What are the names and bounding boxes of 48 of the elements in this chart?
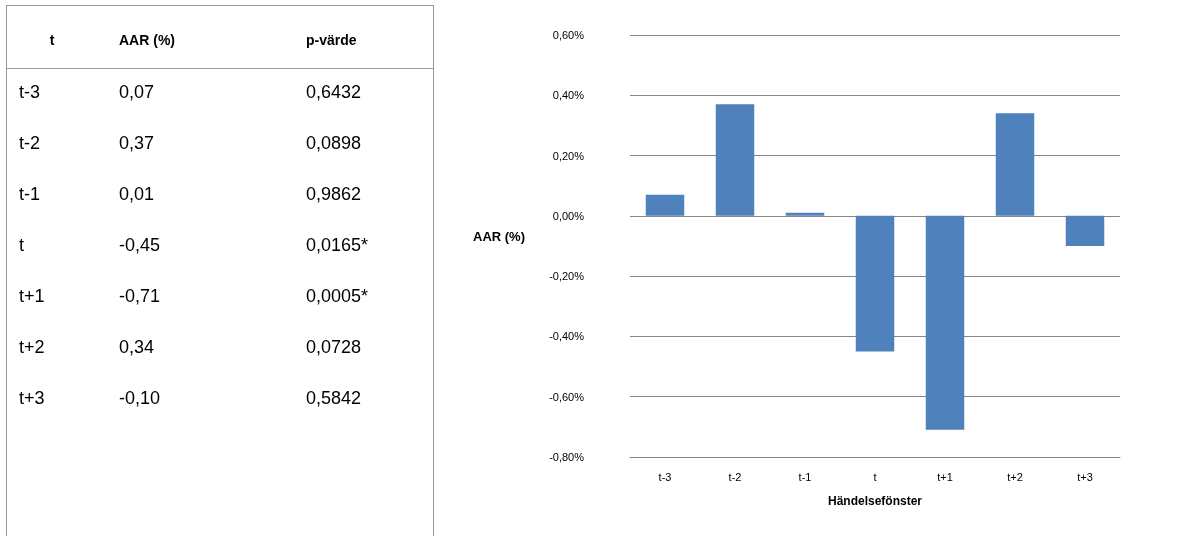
text: 0,6432 — [306, 82, 363, 103]
text: -0,45 — [119, 235, 162, 256]
y-tick-label: -0,80% — [549, 451, 585, 463]
y-tick-label: 0,00% — [552, 209, 585, 222]
text: AAR (%) — [119, 32, 176, 48]
text: t-3 — [19, 82, 41, 102]
text: 0,34 — [119, 337, 156, 358]
y-tick-label: -0,20% — [549, 270, 585, 283]
text: t — [19, 235, 25, 255]
x-tick-label: t+2 — [1007, 470, 1023, 483]
text: t-1 — [19, 184, 41, 204]
x-tick-label: t-2 — [728, 470, 742, 483]
bar — [995, 113, 1035, 216]
text: t+3 — [19, 388, 45, 408]
text: t — [48, 32, 56, 48]
y-tick-label: -0,40% — [549, 330, 585, 343]
text: t-2 — [19, 133, 41, 153]
bar — [925, 215, 965, 430]
y-tick-label: 0,40% — [552, 89, 585, 102]
text: t+1 — [19, 286, 45, 306]
text: 0,07 — [119, 82, 156, 103]
bar — [1065, 215, 1105, 246]
x-tick-label: t+1 — [937, 470, 953, 483]
x-axis-title: Händelsefönster — [827, 494, 923, 508]
x-tick-label: t-1 — [798, 470, 812, 483]
bar — [645, 194, 685, 216]
bar — [855, 215, 895, 352]
text: 0,5842 — [306, 388, 363, 409]
y-tick-label: 0,20% — [552, 149, 585, 162]
y-axis-title: AAR (%) — [473, 229, 525, 244]
text: -0,10 — [119, 388, 162, 409]
text: 0,9862 — [306, 184, 363, 205]
x-tick-label: t-3 — [658, 470, 672, 483]
text: t+2 — [19, 337, 45, 357]
bar — [715, 104, 755, 216]
text: 0,0005* — [306, 286, 370, 307]
text: -0,71 — [119, 286, 162, 307]
x-tick-label: t+3 — [1077, 470, 1093, 483]
text: 0,01 — [119, 184, 156, 205]
text: 0,37 — [119, 133, 156, 154]
text: p-värde — [306, 32, 358, 48]
y-tick-label: -0,60% — [549, 390, 585, 403]
text: 0,0728 — [306, 337, 363, 358]
bar — [785, 212, 825, 216]
y-tick-label: 0,60% — [552, 29, 585, 41]
text: 0,0165* — [306, 235, 370, 256]
x-tick-label: t — [873, 470, 877, 483]
text: 0,0898 — [306, 133, 363, 154]
